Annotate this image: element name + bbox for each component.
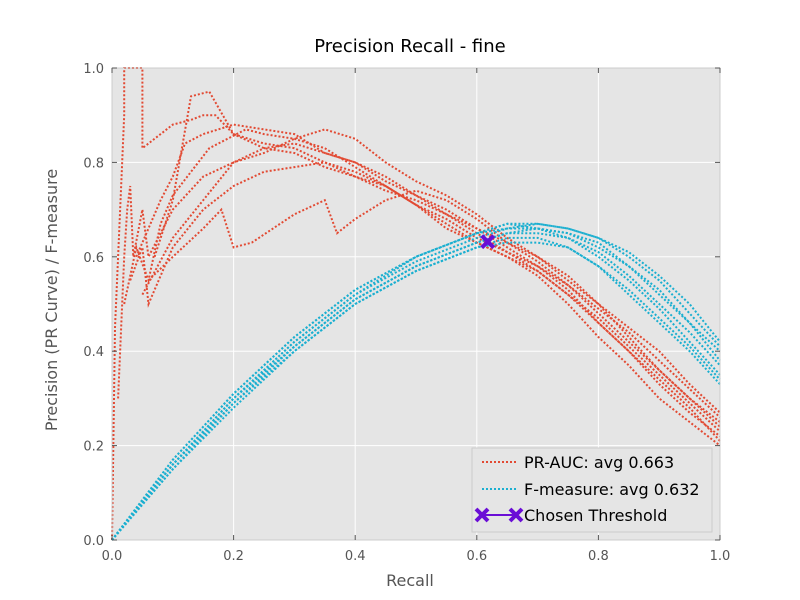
- y-tick-label: 0.0: [83, 534, 104, 549]
- f-measure-curve-line: [111, 232, 721, 541]
- legend-f-label: F-measure: avg 0.632: [524, 480, 700, 499]
- f-measure-curve-line: [111, 222, 721, 541]
- ticks: 0.0 0.2 0.4 0.6 0.8 1.0 0.0 0.2 0.4 0.6 0.8 1.0: [83, 62, 730, 564]
- y-axis-label: Precision (PR Curve) / F-measure: [42, 169, 61, 431]
- plot-frame: [111, 67, 721, 541]
- chosen-threshold-point: [480, 234, 496, 250]
- x-tick-label: 1.0: [710, 549, 731, 564]
- y-tick-label: 0.8: [83, 156, 104, 171]
- x-tick-label: 0.2: [223, 549, 244, 564]
- y-tick-label: 0.4: [83, 345, 104, 360]
- x-tick-label: 0.6: [466, 549, 487, 564]
- f-measure-curve-line: [111, 222, 721, 541]
- y-tick-label: 0.2: [83, 440, 104, 455]
- pr-curve-line: [135, 123, 721, 419]
- legend: PR-AUC: avg 0.663 F-measure: avg 0.632 C…: [471, 447, 713, 533]
- pr-curve-line: [153, 90, 721, 433]
- f-measure-curves: [111, 222, 721, 541]
- f-measure-curve-line: [111, 236, 721, 541]
- legend-threshold-label: Chosen Threshold: [524, 506, 667, 525]
- y-tick-label: 1.0: [83, 62, 104, 77]
- x-tick-label: 0.4: [345, 549, 366, 564]
- x-axis-label: Recall: [386, 571, 434, 590]
- threshold-marker: [480, 234, 496, 250]
- x-tick-label: 0.0: [102, 549, 123, 564]
- x-tick-label: 0.8: [588, 549, 609, 564]
- pr-curve-line: [141, 128, 721, 428]
- pr-curve-line: [129, 161, 721, 447]
- legend-threshold-swatch: [474, 507, 524, 523]
- legend-pr-label: PR-AUC: avg 0.663: [524, 453, 674, 472]
- f-measure-curve-line: [111, 227, 721, 541]
- chart-title: Precision Recall - fine: [314, 36, 506, 57]
- y-tick-label: 0.6: [83, 251, 104, 266]
- f-measure-curve-line: [111, 241, 721, 541]
- pr-curve-line: [147, 189, 721, 414]
- pr-curve-line: [117, 142, 721, 442]
